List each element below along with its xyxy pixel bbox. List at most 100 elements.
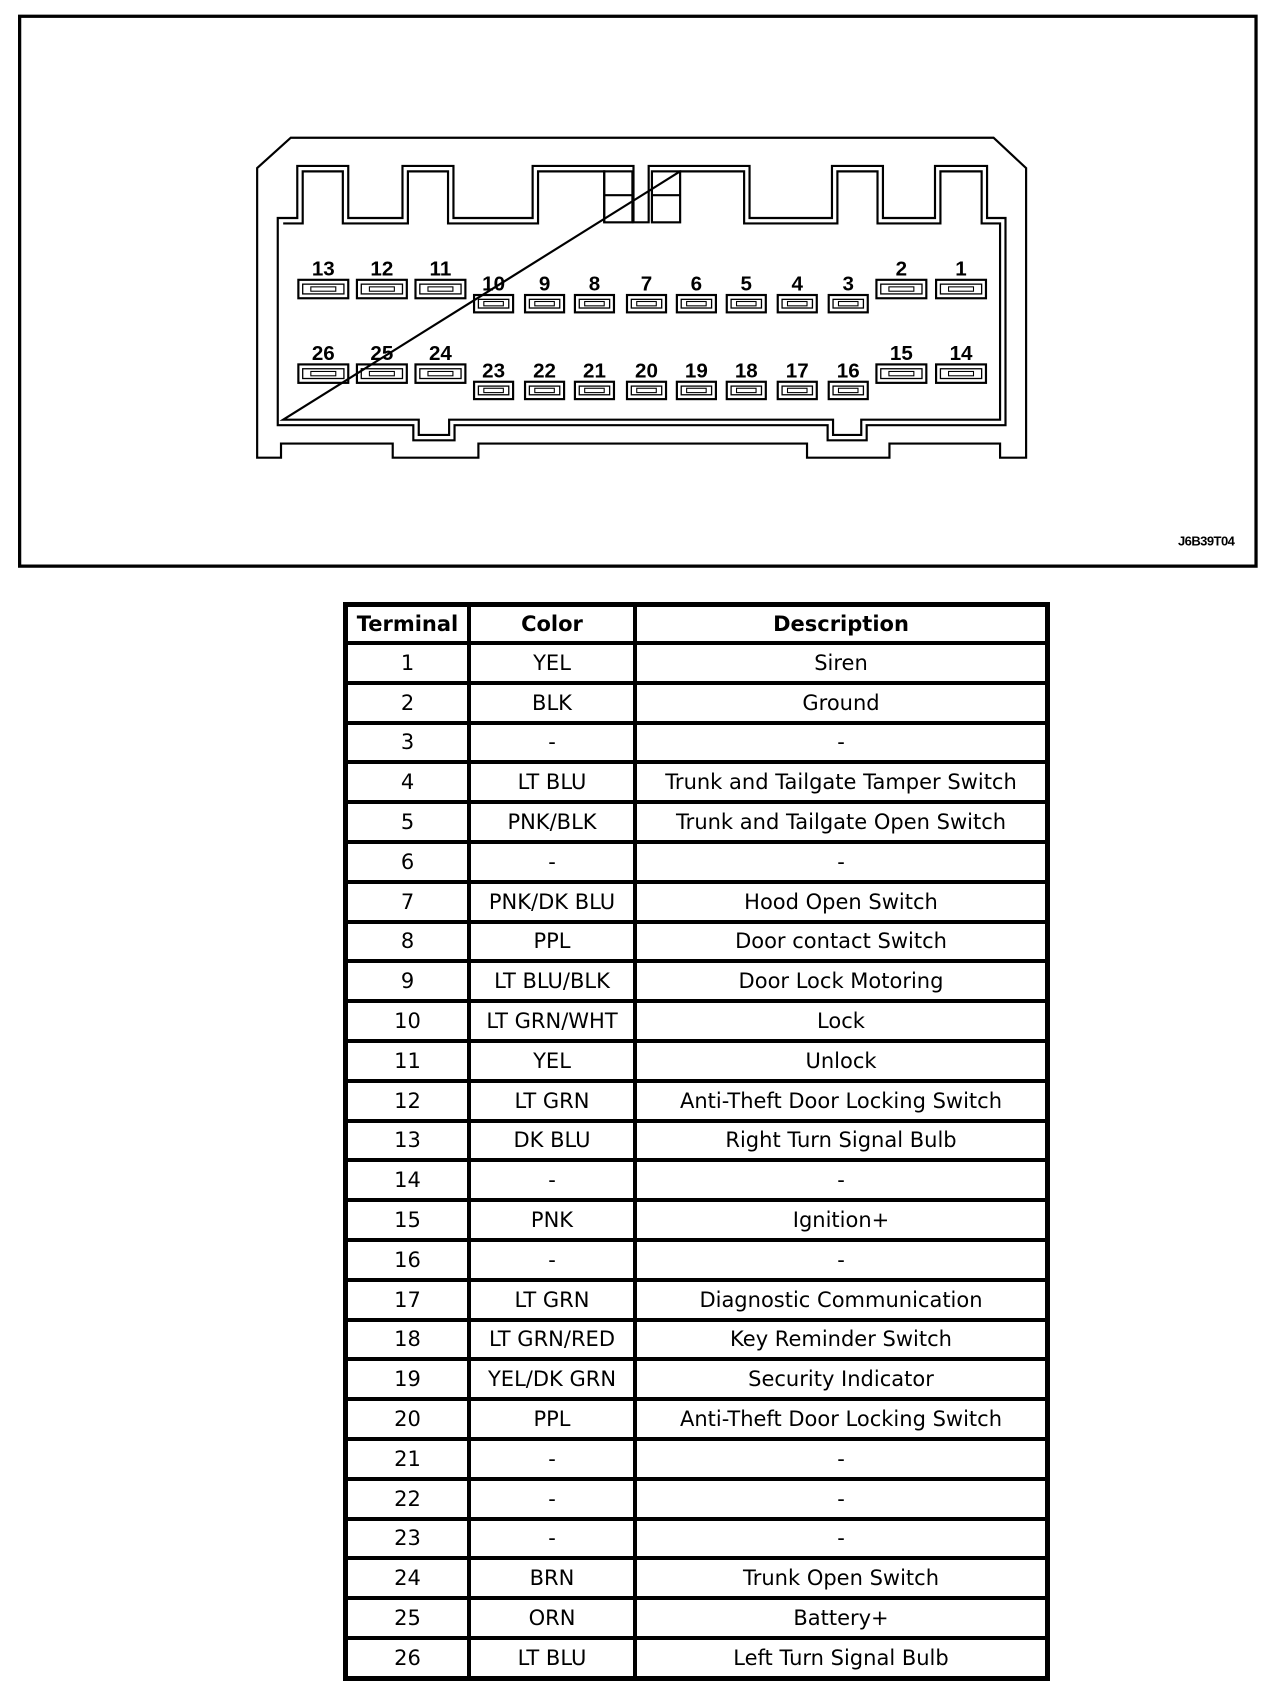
pin-11: 11 bbox=[414, 257, 467, 300]
figure-frame bbox=[18, 14, 1258, 568]
pin-13: 13 bbox=[297, 257, 350, 300]
cell-description: Right Turn Signal Bulb bbox=[635, 1120, 1047, 1161]
pin-number: 25 bbox=[370, 342, 393, 365]
cell-description: Key Reminder Switch bbox=[635, 1319, 1047, 1360]
cell-description: Door contact Switch bbox=[635, 921, 1047, 962]
cell-description: - bbox=[635, 722, 1047, 763]
cell-description: Lock bbox=[635, 1001, 1047, 1041]
pin-number: 26 bbox=[312, 342, 335, 365]
cell-terminal: 7 bbox=[346, 881, 469, 922]
pin-number: 8 bbox=[589, 273, 600, 296]
table-row: 2 BLK Ground bbox=[346, 682, 1047, 723]
cell-color: DK BLU bbox=[469, 1120, 635, 1161]
table-row: 13 DK BLU Right Turn Signal Bulb bbox=[346, 1120, 1047, 1161]
pin-3: 3 bbox=[827, 273, 869, 314]
cell-description: Battery+ bbox=[635, 1598, 1047, 1638]
cell-terminal: 22 bbox=[346, 1478, 469, 1519]
cell-color: PPL bbox=[469, 1399, 635, 1439]
pin-number: 15 bbox=[890, 342, 913, 365]
table-row: 21- - bbox=[346, 1438, 1047, 1479]
table-row: 12 LT GRN Anti-Theft Door Locking Switch bbox=[346, 1080, 1047, 1121]
pin-number: 4 bbox=[792, 273, 804, 296]
cell-description: Unlock bbox=[635, 1040, 1047, 1081]
cell-terminal: 19 bbox=[346, 1359, 469, 1400]
cell-color: LT BLU bbox=[469, 762, 635, 803]
pin-16: 16 bbox=[827, 359, 869, 401]
cell-description: - bbox=[635, 1518, 1047, 1559]
cell-color: - bbox=[469, 1160, 635, 1201]
table-row: 22- - bbox=[346, 1478, 1047, 1519]
pin-15: 15 bbox=[875, 342, 928, 384]
table-row: 20 PPL Anti-Theft Door Locking Switch bbox=[346, 1399, 1047, 1439]
table-row: 14- - bbox=[346, 1160, 1047, 1201]
pin-number: 21 bbox=[583, 359, 606, 382]
cell-description: Anti-Theft Door Locking Switch bbox=[635, 1080, 1047, 1121]
cell-terminal: 12 bbox=[346, 1080, 469, 1121]
cell-terminal: 24 bbox=[346, 1558, 469, 1599]
cell-description: Door Lock Motoring bbox=[635, 961, 1047, 1002]
pin-number: 22 bbox=[533, 359, 556, 382]
cell-terminal: 4 bbox=[346, 762, 469, 803]
table-row: 15 PNK Ignition+ bbox=[346, 1200, 1047, 1240]
cell-color: LT BLU bbox=[469, 1637, 635, 1678]
header-color: Color bbox=[469, 605, 635, 643]
pin-25: 25 bbox=[355, 342, 408, 384]
pin-20: 20 bbox=[625, 359, 668, 401]
cell-terminal: 15 bbox=[346, 1200, 469, 1240]
table-row: 23- - bbox=[346, 1518, 1047, 1559]
cell-description: Hood Open Switch bbox=[635, 881, 1047, 922]
cell-terminal: 1 bbox=[346, 643, 469, 683]
cell-terminal: 11 bbox=[346, 1040, 469, 1081]
table-row: 17 LT GRN Diagnostic Communication bbox=[346, 1279, 1047, 1320]
cell-terminal: 13 bbox=[346, 1120, 469, 1161]
table-row: 4 LT BLU Trunk and Tailgate Tamper Switch bbox=[346, 762, 1047, 803]
table-row: 24 BRN Trunk Open Switch bbox=[346, 1558, 1047, 1599]
cell-terminal: 9 bbox=[346, 961, 469, 1002]
pin-number: 1 bbox=[955, 257, 966, 280]
table-row: 3-- bbox=[346, 722, 1047, 763]
pin-18: 18 bbox=[725, 359, 767, 401]
pin-4: 4 bbox=[776, 273, 818, 314]
pin-number: 18 bbox=[735, 359, 758, 382]
cell-color: YEL/DK GRN bbox=[469, 1359, 635, 1400]
cell-color: LT GRN/WHT bbox=[469, 1001, 635, 1041]
pin-21: 21 bbox=[573, 359, 616, 401]
pin-number: 24 bbox=[429, 342, 452, 365]
cell-color: PNK/BLK bbox=[469, 802, 635, 842]
pin-14: 14 bbox=[935, 342, 988, 384]
table-row: 8 PPL Door contact Switch bbox=[346, 921, 1047, 962]
cell-terminal: 2 bbox=[346, 682, 469, 723]
pin-number: 17 bbox=[786, 359, 809, 382]
pin-number: 10 bbox=[482, 273, 505, 296]
pin-number: 16 bbox=[837, 359, 860, 382]
cell-color: - bbox=[469, 722, 635, 763]
pin-number: 19 bbox=[685, 359, 708, 382]
pin-1: 1 bbox=[935, 257, 988, 300]
table-row: 6-- bbox=[346, 841, 1047, 882]
cell-description: Siren bbox=[635, 643, 1047, 683]
cell-terminal: 5 bbox=[346, 802, 469, 842]
cell-terminal: 6 bbox=[346, 841, 469, 882]
pin-10: 10 bbox=[472, 273, 515, 314]
cell-terminal: 20 bbox=[346, 1399, 469, 1439]
cell-terminal: 10 bbox=[346, 1001, 469, 1041]
pin-12: 12 bbox=[355, 257, 408, 300]
pin-23: 23 bbox=[472, 359, 515, 401]
cell-description: Left Turn Signal Bulb bbox=[635, 1637, 1047, 1678]
table-row: 25 ORN Battery+ bbox=[346, 1598, 1047, 1638]
cell-color: BRN bbox=[469, 1558, 635, 1599]
cell-terminal: 14 bbox=[346, 1160, 469, 1201]
cell-description: - bbox=[635, 1478, 1047, 1519]
cell-terminal: 18 bbox=[346, 1319, 469, 1360]
cell-description: - bbox=[635, 1438, 1047, 1479]
cell-color: LT BLU/BLK bbox=[469, 961, 635, 1002]
cell-terminal: 23 bbox=[346, 1518, 469, 1559]
cell-color: PNK/DK BLU bbox=[469, 881, 635, 922]
table-row: 10 LT GRN/WHT Lock bbox=[346, 1001, 1047, 1041]
table-row: 26 LT BLU Left Turn Signal Bulb bbox=[346, 1637, 1047, 1678]
cell-color: - bbox=[469, 841, 635, 882]
cell-color: LT GRN bbox=[469, 1080, 635, 1121]
table-row: 7 PNK/DK BLU Hood Open Switch bbox=[346, 881, 1047, 922]
